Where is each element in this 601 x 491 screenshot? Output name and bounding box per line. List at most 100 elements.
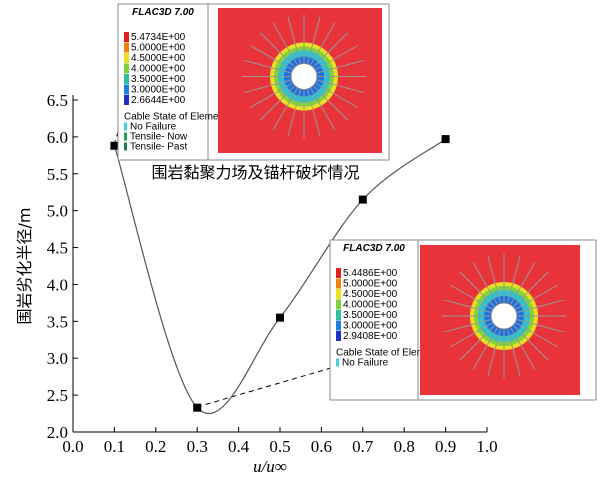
bolt — [450, 322, 493, 348]
inset-software: FLAC3D 7.00 — [132, 7, 194, 18]
inset: FLAC3D 7.00 5.4734E+005.0000E+004.5000E+0… — [117, 3, 390, 161]
y-tick-label: 3.5 — [47, 312, 68, 331]
bolt — [243, 79, 291, 94]
bolt — [272, 22, 298, 65]
bolt — [450, 284, 493, 310]
legend-swatch — [124, 42, 129, 53]
legend-value: 5.0000E+00 — [343, 279, 398, 290]
bolt — [507, 329, 521, 377]
legend-value: 4.5000E+00 — [131, 53, 186, 64]
inset-caption: 围岩黏聚力场及锚杆破坏情况 — [151, 163, 359, 182]
bolt — [487, 255, 501, 303]
bolt — [517, 299, 565, 313]
legend-swatch — [336, 299, 341, 310]
bolt — [472, 262, 498, 305]
y-tick-label: 2.5 — [47, 386, 68, 405]
bolt — [510, 262, 536, 305]
x-tick-label: 1.0 — [476, 437, 497, 456]
legend-swatch — [124, 53, 129, 63]
x-axis-label: u/u∞ — [253, 457, 287, 476]
bolt — [310, 88, 336, 131]
cable-state: Tensile- Past — [130, 142, 187, 153]
bolt — [472, 327, 498, 370]
x-tick-label: 0.7 — [352, 437, 374, 456]
legend-swatch — [124, 74, 129, 84]
legend-value: 4.0000E+00 — [131, 64, 186, 75]
bolt — [287, 16, 301, 64]
zone-ring — [490, 302, 518, 330]
legend-swatch — [336, 310, 341, 320]
legend-value: 2.6644E+00 — [131, 95, 186, 106]
legend-swatch — [336, 278, 341, 289]
legend-value: 2.9408E+00 — [343, 331, 398, 342]
bolt — [259, 86, 295, 121]
legend-value: 3.5000E+00 — [343, 310, 398, 321]
bolt — [443, 319, 491, 333]
marker — [358, 195, 367, 204]
marker — [276, 313, 284, 322]
bolt — [307, 16, 321, 64]
cable-swatch — [124, 142, 127, 151]
legend-value: 5.4734E+00 — [131, 32, 186, 43]
legend-value: 4.0000E+00 — [343, 300, 398, 311]
line — [113, 138, 446, 415]
bolt — [443, 299, 491, 313]
bolt — [513, 271, 549, 307]
bolt — [259, 32, 295, 67]
bolt — [459, 271, 495, 307]
bolt — [515, 322, 558, 348]
bolt — [307, 89, 321, 137]
cable-state: Tensile- Now — [130, 132, 188, 143]
legend-swatch — [336, 320, 341, 331]
zone-ring — [290, 63, 318, 90]
legend-swatch — [124, 63, 129, 74]
bolt — [513, 325, 549, 361]
cable-swatch — [336, 358, 339, 367]
bolt — [250, 83, 293, 108]
cable-state: No Failure — [342, 358, 389, 369]
legend-swatch — [336, 268, 341, 278]
bolt — [515, 284, 558, 310]
y-tick-label: 5.5 — [47, 165, 68, 184]
bolt — [272, 88, 298, 131]
marker — [441, 135, 450, 144]
cable-title: Cable State of Element — [336, 348, 439, 359]
bolt — [310, 22, 336, 65]
bolt — [517, 319, 565, 333]
connector — [196, 367, 332, 408]
legend-swatch — [124, 95, 129, 105]
y-axis-label: 围岩劣化半径/m — [15, 208, 34, 325]
legend-swatch — [336, 289, 341, 299]
y-tick-label: 5.0 — [47, 202, 68, 221]
bolt — [317, 79, 365, 94]
y-tick-label: 4.5 — [47, 239, 68, 258]
y-tick-label: 4.0 — [47, 275, 68, 294]
x-tick-label: 0.2 — [145, 437, 166, 456]
legend-value: 3.0000E+00 — [343, 321, 398, 332]
marker — [110, 141, 119, 150]
legend-value: 3.0000E+00 — [131, 85, 186, 96]
legend-swatch — [124, 84, 129, 95]
x-tick-label: 0.3 — [187, 437, 208, 456]
legend-value: 4.5000E+00 — [343, 289, 398, 300]
bolt — [317, 59, 365, 74]
x-tick-label: 0.5 — [269, 437, 290, 456]
x-tick-label: 0.9 — [435, 437, 456, 456]
bolt — [315, 45, 358, 70]
bolt — [507, 255, 521, 303]
bolt — [459, 325, 495, 361]
bolt — [287, 89, 301, 137]
bolt — [313, 86, 349, 121]
cable-swatch — [124, 132, 127, 141]
x-tick-label: 0.8 — [394, 437, 415, 456]
inset: FLAC3D 7.00 5.4486E+005.0000E+004.5000E+0… — [329, 239, 597, 401]
x-tick-label: 0.6 — [311, 437, 332, 456]
bolt — [487, 329, 501, 377]
cable-swatch — [124, 122, 127, 131]
bolt — [243, 59, 291, 74]
bolt — [250, 45, 293, 70]
y-tick-label: 6.0 — [47, 128, 68, 147]
cable-state: No Failure — [130, 122, 177, 133]
y-tick-label: 3.0 — [47, 349, 68, 368]
legend-value: 5.0000E+00 — [131, 43, 186, 54]
